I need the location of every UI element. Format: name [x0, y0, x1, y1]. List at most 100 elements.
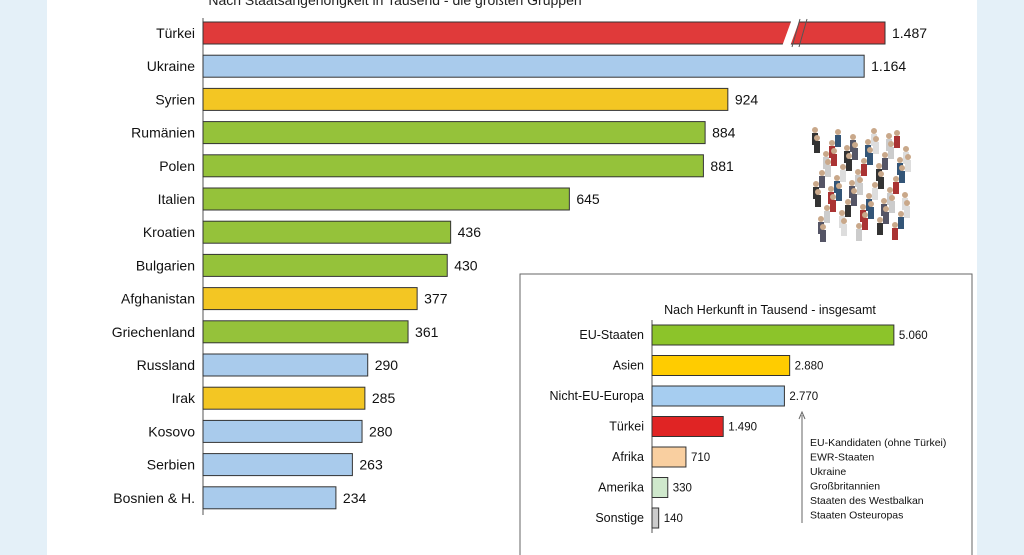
inset-bar-0	[651, 324, 895, 346]
people-image	[867, 153, 873, 165]
people-image	[815, 195, 821, 207]
bar-9	[202, 320, 409, 344]
people-image	[872, 188, 878, 200]
category-label: Italien	[158, 191, 195, 207]
value-label: 881	[710, 158, 734, 174]
category-label: Polen	[159, 158, 195, 174]
category-label: Türkei	[156, 25, 195, 41]
people-image	[840, 164, 846, 170]
inset-category-label: Amerika	[598, 481, 644, 495]
people-image	[829, 140, 835, 146]
value-label: 285	[372, 390, 396, 406]
main-chart-title: Nach Staatsangehörigkeit in Tausend - di…	[208, 0, 581, 8]
people-image	[878, 177, 884, 189]
people-image	[861, 164, 867, 176]
people-image	[825, 165, 831, 177]
category-label: Ukraine	[147, 58, 195, 74]
people-image	[898, 211, 904, 217]
people-image	[836, 183, 842, 189]
people-image	[839, 210, 845, 216]
value-label: 1.164	[871, 58, 906, 74]
people-image	[888, 141, 894, 147]
bar-4	[202, 154, 704, 178]
annotation-line: Staaten Osteuropas	[810, 510, 903, 522]
people-image	[830, 200, 836, 212]
inset-category-label: Afrika	[612, 450, 644, 464]
people-image	[831, 148, 837, 154]
people-image	[889, 195, 895, 201]
inset-category-label: Türkei	[609, 420, 644, 434]
category-label: Serbien	[147, 457, 195, 473]
people-image	[845, 205, 851, 217]
value-label: 645	[576, 191, 600, 207]
people-image	[835, 129, 841, 135]
category-label: Bulgarien	[136, 257, 195, 273]
bar-12	[202, 419, 363, 443]
people-image	[819, 176, 825, 188]
people-image	[878, 171, 884, 177]
inset-bar-5	[651, 477, 669, 498]
people-image	[903, 146, 909, 152]
people-image	[877, 223, 883, 235]
people-image	[823, 151, 829, 157]
axis-break-line	[798, 18, 808, 48]
people-image	[844, 145, 850, 151]
annotation-arrow-head	[798, 410, 806, 420]
people-image	[899, 171, 905, 183]
inset-value-label: 2.880	[795, 361, 824, 373]
annotation-line: Großbritannien	[810, 481, 880, 493]
annotation-line: EU-Kandidaten (ohne Türkei)	[810, 437, 946, 449]
bar-3	[202, 121, 706, 145]
people-image	[861, 158, 867, 164]
people-image	[898, 217, 904, 229]
axis-break	[781, 19, 800, 47]
people-image	[892, 222, 898, 228]
value-label: 263	[359, 457, 383, 473]
value-label: 924	[735, 91, 759, 107]
inset-category-label: Asien	[613, 359, 644, 373]
people-image	[877, 217, 883, 223]
people-image	[857, 183, 863, 195]
inset-value-label: 140	[664, 513, 683, 525]
people-image	[824, 211, 830, 223]
people-image	[883, 206, 889, 212]
people-image	[840, 170, 846, 182]
value-label: 234	[343, 490, 367, 506]
value-label: 1.487	[892, 25, 927, 41]
people-image	[852, 142, 858, 148]
people-image	[852, 148, 858, 160]
bar-1	[202, 54, 865, 78]
inset-value-label: 5.060	[899, 330, 928, 342]
category-label: Syrien	[155, 91, 195, 107]
people-image	[868, 207, 874, 219]
people-image	[812, 127, 818, 133]
bar-6	[202, 220, 452, 244]
inset-value-label: 710	[691, 452, 710, 464]
bar-2	[202, 87, 729, 111]
inset-category-label: Nicht-EU-Europa	[550, 389, 645, 403]
people-image	[860, 204, 866, 210]
people-image	[871, 128, 877, 134]
value-label: 430	[454, 257, 478, 273]
people-image	[814, 135, 820, 141]
people-image	[849, 180, 855, 186]
inset-value-label: 1.490	[728, 422, 757, 434]
people-image	[828, 186, 834, 192]
people-image	[867, 147, 873, 153]
bar-10	[202, 353, 369, 377]
people-image	[887, 187, 893, 193]
inset-category-label: EU-Staaten	[579, 328, 644, 342]
people-image	[857, 177, 863, 183]
people-image	[899, 165, 905, 171]
people-image	[873, 142, 879, 154]
category-label: Rumänien	[131, 125, 195, 141]
people-image	[905, 160, 911, 172]
people-image	[845, 199, 851, 205]
bar-11	[202, 386, 366, 410]
inset-value-label: 330	[673, 483, 692, 495]
bar-14	[202, 486, 337, 510]
people-image	[820, 224, 826, 230]
category-label: Russland	[137, 357, 195, 373]
inset-bar-3	[651, 416, 724, 437]
